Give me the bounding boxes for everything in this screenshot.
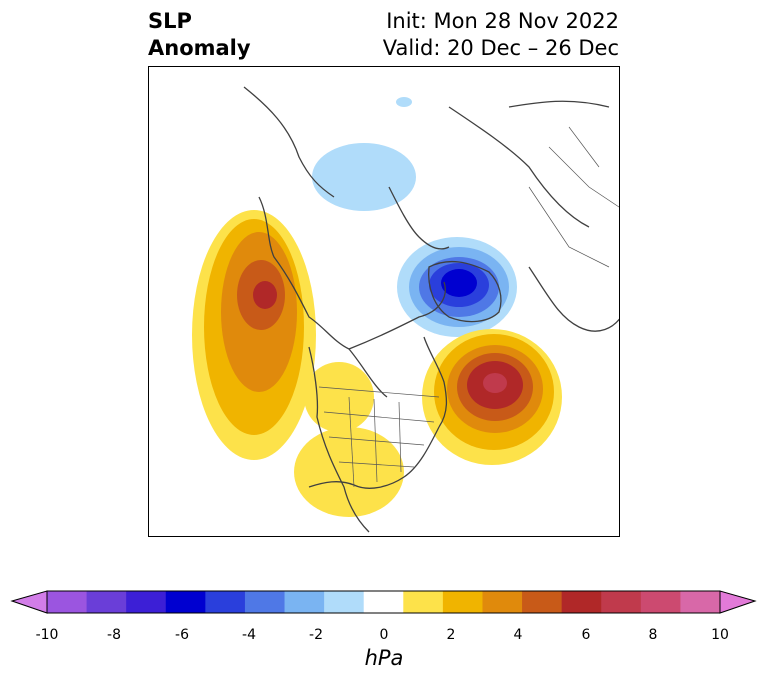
colorbar-tick: 4 bbox=[513, 627, 523, 643]
colorbar-tick: -4 bbox=[242, 627, 256, 643]
anomaly-negative-light bbox=[312, 143, 416, 211]
colorbar bbox=[10, 590, 757, 614]
colorbar-tick: 6 bbox=[581, 627, 591, 643]
anomaly-positive-east-6 bbox=[483, 373, 507, 393]
colorbar-cell bbox=[47, 591, 88, 613]
colorbar-outline bbox=[46, 590, 721, 614]
anomaly-negative-5 bbox=[441, 269, 477, 297]
colorbar-tick: -10 bbox=[35, 627, 59, 643]
colorbar-min-arrow bbox=[10, 590, 48, 614]
colorbar-unit: hPa bbox=[364, 646, 404, 670]
colorbar-cell bbox=[601, 591, 642, 613]
colorbar-cells bbox=[47, 591, 721, 613]
init-date: Init: Mon 28 Nov 2022 bbox=[386, 9, 619, 33]
colorbar-cell bbox=[324, 591, 365, 613]
colorbar-tick: 10 bbox=[711, 627, 729, 643]
colorbar-tick: -8 bbox=[107, 627, 121, 643]
colorbar-tick: 8 bbox=[648, 627, 658, 643]
anomaly-positive-strip bbox=[304, 362, 374, 432]
colorbar-cell bbox=[86, 591, 127, 613]
colorbar-cell bbox=[403, 591, 444, 613]
colorbar-cell bbox=[363, 591, 404, 613]
colorbar-cell bbox=[244, 591, 286, 613]
colorbar-tick: -6 bbox=[175, 627, 189, 643]
colorbar-cell bbox=[442, 591, 483, 613]
colorbar-cell bbox=[165, 591, 206, 613]
colorbar-cell bbox=[640, 591, 681, 613]
title-variable: SLP bbox=[148, 9, 192, 33]
anomaly-positive-west-5 bbox=[253, 281, 277, 309]
colorbar-cell bbox=[680, 591, 721, 613]
colorbar-cell bbox=[561, 591, 602, 613]
colorbar-tick: 2 bbox=[446, 627, 456, 643]
borders bbox=[318, 126, 619, 488]
map-title: SLP Anomaly bbox=[148, 8, 251, 62]
anomaly-map bbox=[192, 86, 619, 533]
anomaly-negative-small bbox=[396, 97, 412, 107]
colorbar-tick: 0 bbox=[379, 627, 389, 643]
colorbar-cell bbox=[482, 591, 523, 613]
valid-range: Valid: 20 Dec – 26 Dec bbox=[382, 36, 619, 60]
title-quantity: Anomaly bbox=[148, 36, 251, 60]
forecast-dates: Init: Mon 28 Nov 2022 Valid: 20 Dec – 26… bbox=[383, 8, 619, 62]
colorbar-tick: -2 bbox=[309, 627, 323, 643]
colorbar-cell bbox=[284, 591, 325, 613]
colorbar-cell bbox=[126, 591, 167, 613]
map-panel bbox=[148, 66, 620, 537]
colorbar-max-arrow bbox=[719, 590, 757, 614]
colorbar-cell bbox=[522, 591, 563, 613]
anomaly-positive-south bbox=[294, 427, 404, 517]
colorbar-cell bbox=[205, 591, 246, 613]
coastlines bbox=[243, 86, 619, 533]
